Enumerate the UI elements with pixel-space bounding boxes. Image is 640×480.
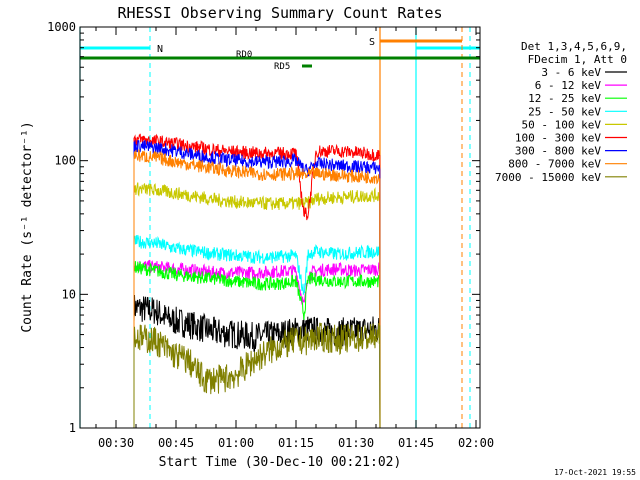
x-tick-label: 00:45 bbox=[158, 436, 194, 450]
y-tick-label: 1000 bbox=[47, 20, 76, 34]
series-line bbox=[133, 259, 381, 429]
series-line bbox=[133, 322, 381, 429]
x-tick-label: 01:00 bbox=[218, 436, 254, 450]
series-line bbox=[133, 294, 381, 429]
series-line bbox=[133, 234, 381, 429]
legend-entry-label: 6 - 12 keV bbox=[535, 79, 602, 92]
y-axis: 1 10 100 1000 bbox=[47, 20, 480, 435]
series-line bbox=[133, 133, 381, 429]
series-line bbox=[133, 149, 381, 429]
legend-header-line: Det 1,3,4,5,6,9, bbox=[521, 40, 627, 53]
legend: Det 1,3,4,5,6,9,FDecim 1, Att 03 - 6 keV… bbox=[495, 40, 627, 184]
x-tick-label: 00:30 bbox=[98, 436, 134, 450]
legend-entry-label: 100 - 300 keV bbox=[515, 132, 601, 145]
x-axis: 00:30 00:45 01:00 01:15 01:30 01:45 02:00 bbox=[95, 27, 494, 450]
night-label: N bbox=[157, 44, 163, 55]
rd0-label: RD0 bbox=[236, 50, 252, 60]
x-tick-label: 01:15 bbox=[278, 436, 314, 450]
legend-entry-label: 800 - 7000 keV bbox=[508, 158, 601, 171]
legend-header-line: FDecim 1, Att 0 bbox=[528, 53, 627, 66]
y-axis-label: Count Rate (s⁻¹ detector⁻¹) bbox=[20, 121, 35, 332]
saa-label: S bbox=[369, 37, 375, 48]
legend-entry-label: 300 - 800 keV bbox=[515, 145, 601, 158]
y-tick-label: 100 bbox=[54, 154, 76, 168]
series-line bbox=[133, 140, 381, 429]
series-layer bbox=[133, 133, 381, 429]
legend-entry-label: 3 - 6 keV bbox=[541, 66, 601, 79]
legend-entry-label: 7000 - 15000 keV bbox=[495, 171, 601, 184]
y-tick-label: 10 bbox=[62, 287, 76, 301]
series-line bbox=[133, 261, 381, 429]
x-tick-label: 01:30 bbox=[338, 436, 374, 450]
x-tick-label: 01:45 bbox=[398, 436, 434, 450]
events-layer: N S RD0 RD5 bbox=[79, 27, 480, 428]
y-tick-label: 1 bbox=[69, 421, 76, 435]
x-axis-label: Start Time (30-Dec-10 00:21:02) bbox=[159, 455, 402, 470]
legend-entry-label: 50 - 100 keV bbox=[522, 118, 602, 131]
series-line bbox=[133, 182, 381, 429]
plot-frame bbox=[79, 26, 481, 429]
chart-title: RHESSI Observing Summary Count Rates bbox=[117, 4, 442, 22]
rd5-label: RD5 bbox=[274, 62, 290, 72]
legend-entry-label: 12 - 25 keV bbox=[528, 92, 601, 105]
timestamp-label: 17-Oct-2021 19:55 bbox=[554, 468, 636, 477]
legend-entry-label: 25 - 50 keV bbox=[528, 105, 601, 118]
x-tick-label: 02:00 bbox=[458, 436, 494, 450]
